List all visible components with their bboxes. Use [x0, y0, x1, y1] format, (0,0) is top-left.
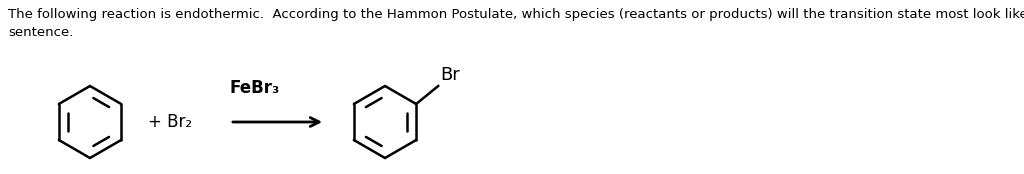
Text: sentence.: sentence. [8, 26, 74, 39]
Text: Br: Br [440, 66, 460, 84]
Text: FeBr₃: FeBr₃ [229, 79, 281, 97]
Text: The following reaction is endothermic.  According to the Hammon Postulate, which: The following reaction is endothermic. A… [8, 8, 1024, 21]
Text: + Br₂: + Br₂ [148, 113, 193, 131]
